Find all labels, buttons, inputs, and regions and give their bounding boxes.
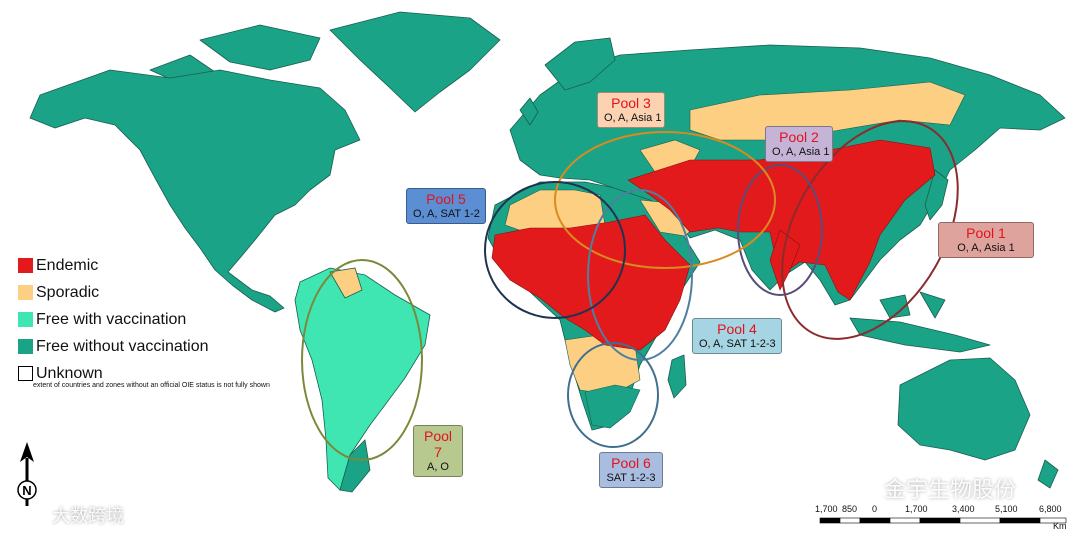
indonesia <box>849 317 991 353</box>
watermark-right: 金宇生物股份 <box>884 477 1017 502</box>
legend-swatch <box>18 366 33 381</box>
scale-label: 850 <box>842 504 858 514</box>
scale-label: 1,700 <box>905 504 928 514</box>
legend-note: extent of countries and zones without an… <box>33 382 270 389</box>
legend-label: Endemic <box>36 256 99 274</box>
pool-2-label: Pool 2 O, A, Asia 1 <box>765 126 833 162</box>
legend-swatch <box>18 285 33 300</box>
watermark-left: 大数跨境 <box>52 506 124 526</box>
pool-5-title: Pool 5 <box>426 191 466 207</box>
map-legend: Endemic Sporadic Free with vaccination F… <box>18 252 209 387</box>
scandinavia <box>544 37 616 91</box>
new-zealand <box>1037 459 1059 489</box>
pool-1-label: Pool 1 O, A, Asia 1 <box>938 222 1034 258</box>
venezuela-sporadic <box>329 267 363 299</box>
japan <box>924 169 949 221</box>
madagascar <box>667 354 687 399</box>
sporadic-zones <box>504 81 966 396</box>
south-america <box>294 267 431 491</box>
greenland <box>329 11 501 113</box>
pool-4-ring <box>587 189 693 361</box>
legend-label: Unknown <box>36 364 103 382</box>
pool-3-ring <box>554 131 776 269</box>
pool-1-serotypes: O, A, Asia 1 <box>957 242 1015 254</box>
legend-swatch <box>18 312 33 327</box>
legend-label: Free with vaccination <box>36 310 187 328</box>
scale-label: 1,700 <box>815 504 838 514</box>
australia <box>897 357 1031 461</box>
endemic-zones <box>491 139 936 351</box>
north-america <box>29 69 361 313</box>
pool-6-title: Pool 6 <box>611 455 651 471</box>
legend-item-free-with-vaccination: Free with vaccination <box>18 306 209 333</box>
scale-bar-graphic <box>819 517 1067 524</box>
scale-unit: Km <box>1053 521 1067 531</box>
pool-4-label: Pool 4 O, A, SAT 1-2-3 <box>692 318 782 354</box>
arctic-islands <box>199 24 321 71</box>
pool-3-label: Pool 3 O, A, Asia 1 <box>597 92 665 128</box>
pool-7-title: Pool 7 <box>423 428 453 460</box>
uk <box>519 97 539 126</box>
legend-item-free-without-vaccination: Free without vaccination <box>18 333 209 360</box>
legend-item-unknown: Unknown <box>18 360 209 387</box>
pool-7-serotypes: A, O <box>426 461 449 473</box>
pool-5-label: Pool 5 O, A, SAT 1-2 <box>406 188 486 224</box>
pool-4-serotypes: O, A, SAT 1-2-3 <box>699 338 776 350</box>
scale-label: 6,800 <box>1039 504 1062 514</box>
scale-label: 3,400 <box>952 504 975 514</box>
pool-4-title: Pool 4 <box>717 321 757 337</box>
pool-5-serotypes: O, A, SAT 1-2 <box>413 208 480 220</box>
pool-7-label: Pool 7 A, O <box>413 425 463 477</box>
legend-item-endemic: Endemic <box>18 252 209 279</box>
north-arrow-icon: N <box>17 442 37 506</box>
scale-label: 5,100 <box>995 504 1018 514</box>
north-letter: N <box>22 483 31 498</box>
pool-1-title: Pool 1 <box>966 225 1006 241</box>
legend-label: Sporadic <box>36 283 100 301</box>
legend-swatch <box>18 258 33 273</box>
pool-3-title: Pool 3 <box>611 95 651 111</box>
pool-7-ring <box>301 259 423 461</box>
pool-2-ring <box>737 164 823 296</box>
pool-2-serotypes: O, A, Asia 1 <box>772 146 830 158</box>
pool-6-serotypes: SAT 1-2-3 <box>606 472 656 484</box>
legend-item-sporadic: Sporadic <box>18 279 209 306</box>
pool-6-ring <box>567 342 659 448</box>
pool-1-ring <box>781 120 959 340</box>
legend-swatch <box>18 339 33 354</box>
legend-label: Free without vaccination <box>36 337 209 355</box>
scale-bar: 1,700 850 0 1,700 3,400 5,100 6,800 Km <box>815 504 1067 532</box>
pool-2-title: Pool 2 <box>779 129 819 145</box>
pool-6-label: Pool 6 SAT 1-2-3 <box>599 452 663 488</box>
pool-5-ring <box>484 181 626 319</box>
pool-3-serotypes: O, A, Asia 1 <box>604 112 662 124</box>
scale-label: 0 <box>872 504 878 514</box>
